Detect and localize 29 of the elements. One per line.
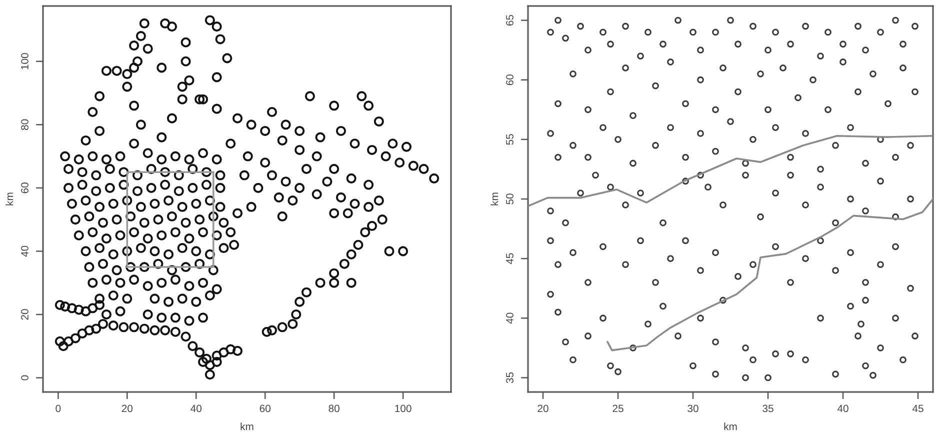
x-tick-label: 100 [395,404,412,412]
x-tick-label: 40 [837,404,848,412]
x-axis-title: km [240,422,254,430]
x-tick-label: 60 [260,404,270,412]
x-tick-label: 35 [762,404,774,412]
y-tick-label: 65 [506,14,514,26]
y-tick-label: 60 [21,182,28,194]
x-tick-label: 45 [912,404,924,412]
y-tick-label: 80 [21,119,28,130]
x-tick-label: 20 [538,404,548,412]
x-tick-label: 80 [328,404,340,412]
y-tick-label: 100 [21,53,28,70]
y-tick-label: 40 [506,312,514,324]
y-tick-label: 40 [21,246,28,257]
x-tick-label: 25 [612,404,624,412]
y-axis-title: km [6,192,14,206]
y-tick-label: 60 [506,74,514,86]
x-axis-title: km [724,422,737,430]
y-tick-label: 35 [506,372,514,384]
x-tick-label: 30 [688,404,698,412]
y-tick-label: 20 [21,309,28,320]
x-tick-label: 0 [56,404,61,412]
y-axis-title: km [490,192,498,206]
y-tick-label: 50 [506,194,514,204]
x-tick-label: 40 [190,404,202,412]
y-tick-label: 55 [506,134,514,145]
y-tick-label: 0 [21,375,28,380]
x-tick-label: 20 [122,404,133,412]
y-tick-label: 45 [506,253,514,264]
